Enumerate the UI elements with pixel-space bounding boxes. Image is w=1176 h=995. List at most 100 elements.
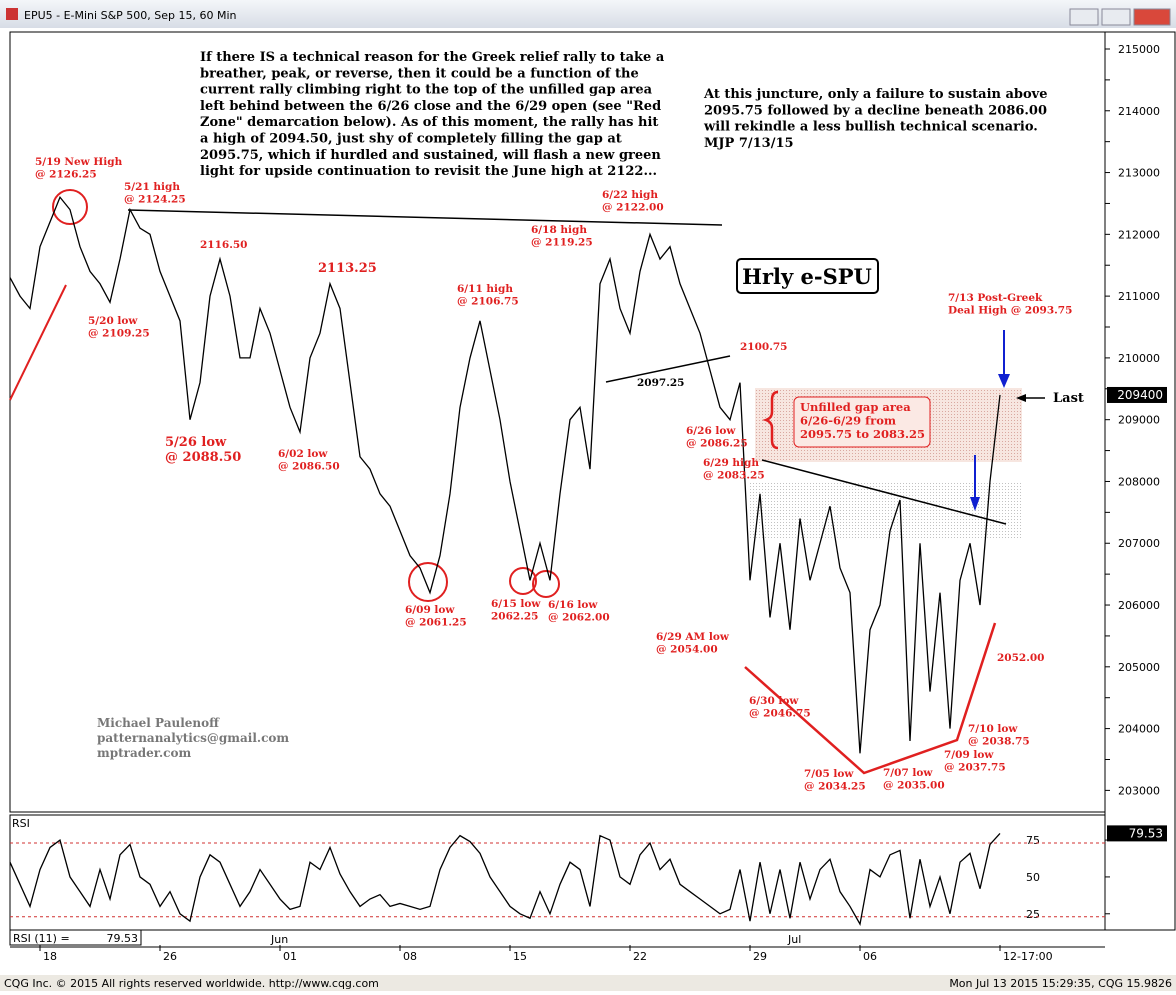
commentary: will rekindle a less bullish technical s… <box>703 120 1038 135</box>
annotation: @ 2046.75 <box>749 708 811 720</box>
annotation: 6/18 high <box>531 224 587 236</box>
minimize-button[interactable] <box>1069 8 1099 26</box>
trend-line <box>127 209 723 226</box>
last-value: 79.53 <box>1129 826 1163 840</box>
annotation: 7/13 Post-Greek <box>948 292 1043 304</box>
commentary: left behind between the 6/26 close and t… <box>200 99 661 114</box>
y-tick-label: 212000 <box>1118 228 1160 241</box>
y-tick-label: 208000 <box>1118 475 1160 488</box>
commentary: current rally climbing right to the top … <box>200 83 653 98</box>
rsi-title: RSI <box>12 817 30 830</box>
window-title: EPU5 - E-Mini S&P 500, Sep 15, 60 Min <box>24 9 237 22</box>
annotation: 7/05 low <box>804 768 854 780</box>
annotation: 5/21 high <box>124 181 180 193</box>
circle <box>408 562 448 602</box>
footer-left: CQG Inc. © 2015 All rights reserved worl… <box>4 977 379 990</box>
y-tick-label: 205000 <box>1118 661 1160 674</box>
annotation: 6/30 low <box>749 695 799 707</box>
rsi-panel <box>9 814 1106 931</box>
annotation: 6/29 high <box>703 457 759 469</box>
last-value: 209400 <box>1117 388 1163 402</box>
y-tick-label: 209000 <box>1118 414 1160 427</box>
commentary: breather, peak, or reverse, then it coul… <box>200 66 639 81</box>
x-tick-label: 18 <box>43 950 57 963</box>
status-bar <box>0 975 1176 991</box>
annotation: 6/26-6/29 from <box>800 414 896 428</box>
annotation: @ 2035.00 <box>883 780 945 792</box>
y-tick-label: 50 <box>1026 871 1040 884</box>
annotation: 2052.00 <box>997 652 1045 664</box>
y-tick-label: 211000 <box>1118 290 1160 303</box>
arrow-head <box>998 374 1010 388</box>
trend-line <box>605 355 731 383</box>
annotation: 5/20 low <box>88 315 138 327</box>
month-label: Jul <box>787 933 801 946</box>
annotation: @ 2088.50 <box>165 450 241 465</box>
x-tick-label: 12-17:00 <box>1003 950 1053 963</box>
y-tick-label: 25 <box>1026 908 1040 921</box>
y-tick-label: 215000 <box>1118 43 1160 56</box>
rsi-line <box>9 832 1001 926</box>
rsi-legend-value: 79.53 <box>107 932 139 945</box>
annotation: 7/10 low <box>968 723 1018 735</box>
close-button[interactable] <box>1133 8 1171 26</box>
annotation: @ 2062.00 <box>548 612 610 624</box>
annotation: @ 2037.75 <box>944 762 1006 774</box>
x-tick-label: 08 <box>403 950 417 963</box>
commentary: MJP 7/13/15 <box>704 136 794 151</box>
annotation: 2097.25 <box>637 377 685 389</box>
y-tick-label: 214000 <box>1118 105 1160 118</box>
rsi-legend-box <box>9 929 142 946</box>
gap-box <box>793 396 931 448</box>
commentary: a high of 2094.50, just shy of completel… <box>200 132 622 147</box>
trend-line <box>761 459 1007 525</box>
circle <box>532 570 560 598</box>
circle <box>509 567 537 595</box>
x-tick-label: 01 <box>283 950 297 963</box>
rsi-legend: RSI (11) = <box>13 932 70 945</box>
annotation: 2100.75 <box>740 341 788 353</box>
annotation: 6/26 low <box>686 425 736 437</box>
annotation: @ 2054.00 <box>656 644 718 656</box>
commentary: 2095.75 followed by a decline beneath 20… <box>704 103 1047 118</box>
annotation: @ 2086.25 <box>686 438 748 450</box>
commentary: light for upside continuation to revisit… <box>200 164 657 179</box>
annotation: 6/09 low <box>405 604 455 616</box>
commentary: 2095.75, which if hurdled and sustained,… <box>200 148 661 163</box>
arrow-head <box>1016 394 1026 402</box>
annotation: 5/19 New High <box>35 156 123 168</box>
badge: Hrly e-SPU <box>742 264 872 289</box>
annotation: 2062.25 <box>491 611 539 623</box>
author: Michael Paulenoff <box>97 716 220 730</box>
y-tick-label: 207000 <box>1118 537 1160 550</box>
price-line <box>9 196 1001 754</box>
annotation: 7/09 low <box>944 749 994 761</box>
annotation: @ 2061.25 <box>405 617 467 629</box>
circle <box>52 189 88 225</box>
annotation: 6/15 low <box>491 598 541 610</box>
title-bar <box>0 0 1176 28</box>
annotation: 2116.50 <box>200 239 248 251</box>
y-tick-label: 75 <box>1026 834 1040 847</box>
circles <box>52 189 560 602</box>
annotation: 6/02 low <box>278 448 328 460</box>
arrow-head <box>970 497 980 511</box>
price-axis <box>1104 31 1176 931</box>
x-tick-label: 22 <box>633 950 647 963</box>
annotation: 6/16 low <box>548 599 598 611</box>
annotation: 2095.75 to 2083.25 <box>800 427 925 441</box>
month-label: Jun <box>270 933 288 946</box>
last-value-box <box>1107 825 1167 842</box>
annotation: @ 2109.25 <box>88 328 150 340</box>
annotation: @ 2126.25 <box>35 169 97 181</box>
y-tick-label: 206000 <box>1118 599 1160 612</box>
annotation: 6/29 AM low <box>656 631 730 643</box>
badge-box <box>736 258 879 294</box>
annotation: @ 2086.50 <box>278 461 340 473</box>
annotation: @ 2038.75 <box>968 736 1030 748</box>
last-label: Last <box>1053 391 1084 406</box>
author: patternanalytics@gmail.com <box>97 731 289 745</box>
maximize-button[interactable] <box>1101 8 1131 26</box>
x-tick-label: 29 <box>753 950 767 963</box>
